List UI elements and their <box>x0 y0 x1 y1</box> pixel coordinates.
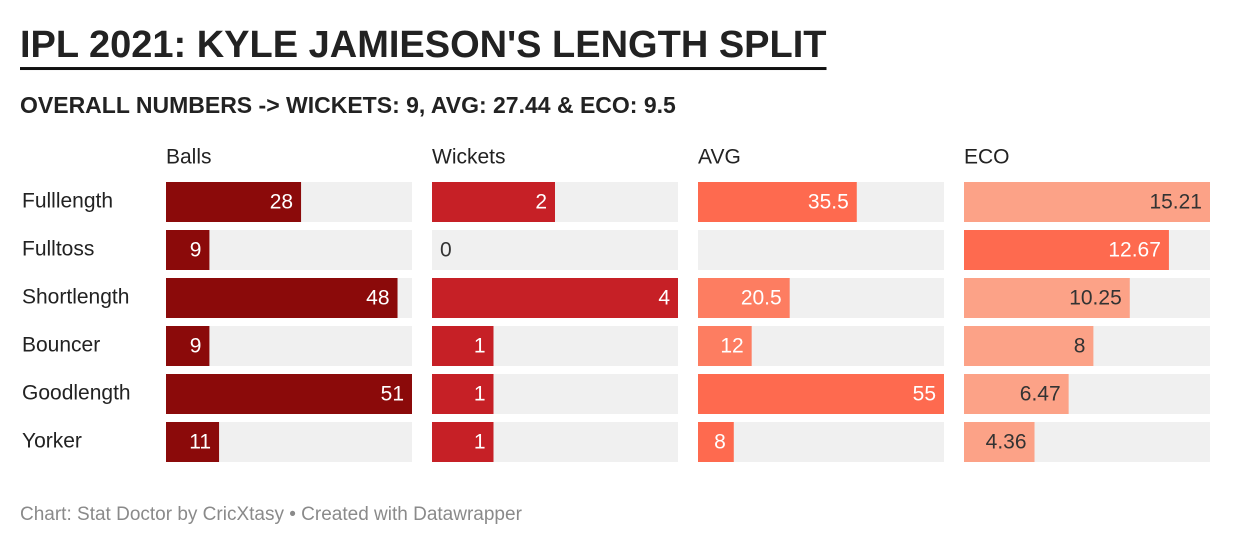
column-header: Balls <box>166 146 212 169</box>
bar <box>964 422 1035 462</box>
column-header: AVG <box>698 146 741 169</box>
chart-title: IPL 2021: KYLE JAMIESON'S LENGTH SPLIT <box>20 24 827 66</box>
value-label: 11 <box>189 431 211 454</box>
bar <box>964 278 1130 318</box>
column-header: ECO <box>964 146 1010 169</box>
bar <box>166 374 412 414</box>
bar <box>166 326 210 366</box>
row-label: Shortlength <box>22 286 129 309</box>
bar <box>964 230 1169 270</box>
bar <box>698 326 752 366</box>
value-label: 10.25 <box>1069 287 1122 310</box>
value-label: 12 <box>720 335 743 358</box>
row-label: Bouncer <box>22 334 100 357</box>
value-label: 20.5 <box>741 287 782 310</box>
value-label: 4 <box>658 287 670 310</box>
value-label: 1 <box>474 431 486 454</box>
value-label: 8 <box>714 431 726 454</box>
value-label: 12.67 <box>1108 239 1161 262</box>
bar-track <box>698 422 944 462</box>
bar <box>166 278 398 318</box>
bar <box>166 230 210 270</box>
value-label: 48 <box>366 287 389 310</box>
value-label: 1 <box>474 383 486 406</box>
value-label: 51 <box>381 383 404 406</box>
value-label: 9 <box>190 239 202 262</box>
value-label: 2 <box>535 191 547 214</box>
value-label: 4.36 <box>986 431 1027 454</box>
bar <box>698 182 857 222</box>
value-label: 6.47 <box>1020 383 1061 406</box>
bar <box>432 278 678 318</box>
bar <box>964 182 1210 222</box>
bar-track <box>698 230 944 270</box>
value-label: 8 <box>1074 335 1086 358</box>
row-label: Fulltoss <box>22 238 94 261</box>
bar <box>432 374 494 414</box>
bar <box>432 326 494 366</box>
value-label: 1 <box>474 335 486 358</box>
value-label: 0 <box>440 239 452 262</box>
chart-subtitle: OVERALL NUMBERS -> WICKETS: 9, AVG: 27.4… <box>20 92 676 118</box>
row-label: Yorker <box>22 430 82 453</box>
bar <box>964 374 1069 414</box>
bar <box>166 422 220 462</box>
bar <box>698 422 734 462</box>
value-label: 35.5 <box>808 191 849 214</box>
value-label: 55 <box>913 383 936 406</box>
value-label: 15.21 <box>1149 191 1202 214</box>
title-underline <box>20 67 827 71</box>
bar-track <box>432 230 678 270</box>
row-label: Fulllength <box>22 190 113 213</box>
value-label: 9 <box>190 335 202 358</box>
column-header: Wickets <box>432 146 506 169</box>
bar <box>698 278 790 318</box>
bar <box>432 182 555 222</box>
bar <box>698 374 944 414</box>
value-label: 28 <box>270 191 293 214</box>
footer: Chart: Stat Doctor by CricXtasy • Create… <box>20 504 523 525</box>
bar <box>964 326 1094 366</box>
bar <box>166 182 302 222</box>
bar <box>432 422 494 462</box>
row-label: Goodlength <box>22 382 131 405</box>
